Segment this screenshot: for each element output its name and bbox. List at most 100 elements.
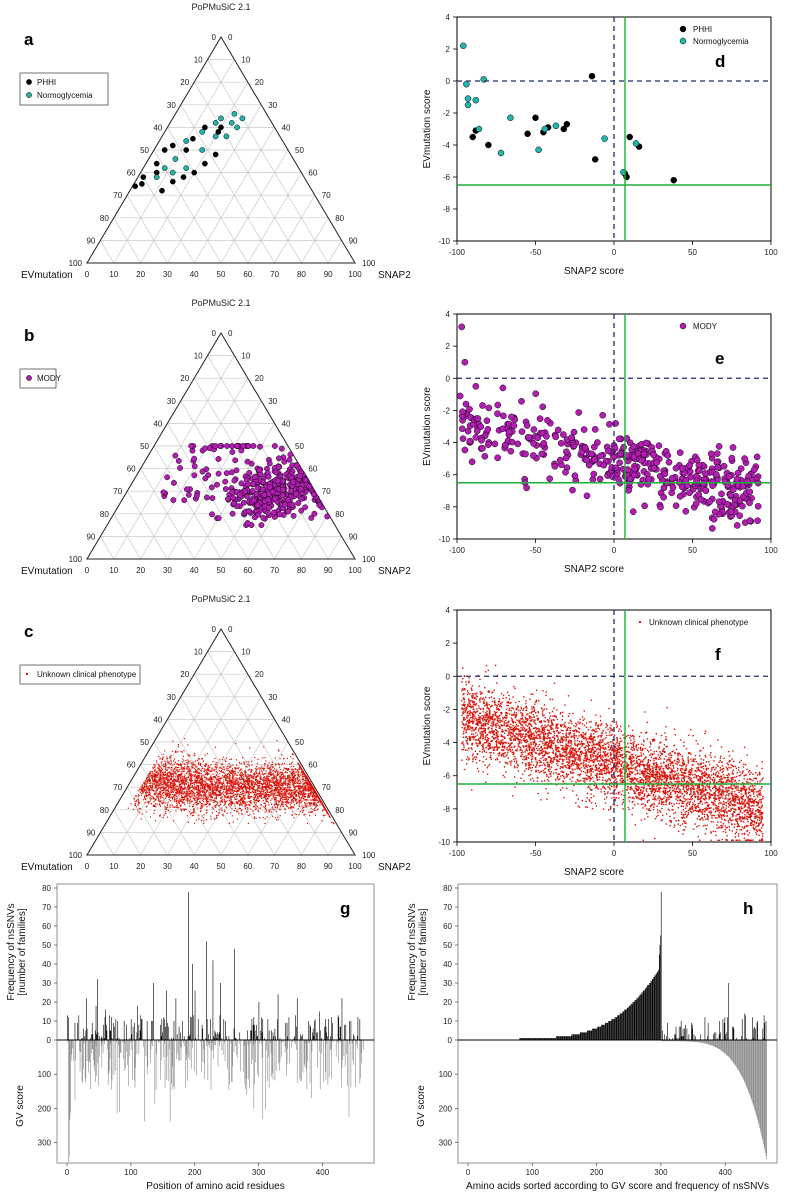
point-unknown (301, 800, 304, 802)
point-unknown (197, 781, 199, 784)
point-unknown (224, 809, 226, 811)
point-unknown (215, 761, 217, 763)
point-unknown (270, 771, 272, 774)
point-unknown (251, 764, 253, 766)
point-unknown (296, 793, 298, 796)
point-unknown (152, 767, 154, 770)
point-unknown (215, 798, 217, 800)
point-unknown (252, 810, 254, 812)
point-unknown (219, 802, 221, 804)
point-unknown (191, 795, 193, 797)
point-unknown (227, 776, 229, 778)
point-unknown (233, 789, 235, 792)
point-unknown (210, 764, 212, 766)
point-unknown (253, 786, 255, 788)
point-unknown (264, 765, 266, 767)
point-unknown (258, 787, 260, 789)
point-unknown (236, 795, 238, 797)
point-unknown (246, 801, 248, 803)
point-unknown (191, 815, 193, 817)
point-mody (324, 513, 331, 520)
point-unknown (179, 784, 181, 786)
point-unknown (262, 774, 264, 776)
point-unknown (300, 792, 302, 794)
point-unknown (158, 769, 160, 771)
point-unknown (246, 804, 248, 806)
point-unknown (292, 782, 295, 784)
point-unknown (196, 794, 198, 796)
point-unknown (184, 785, 186, 787)
point-unknown (251, 785, 253, 787)
point-unknown (163, 765, 165, 767)
point-unknown (167, 803, 169, 805)
point-unknown (179, 791, 181, 793)
point-unknown (193, 752, 195, 754)
point-unknown (207, 791, 209, 793)
point-unknown (156, 770, 158, 772)
point-unknown (219, 789, 221, 792)
point-unknown (260, 804, 262, 806)
point-unknown (216, 780, 218, 782)
point-unknown (276, 773, 278, 775)
point-unknown (254, 816, 256, 818)
point-unknown (138, 790, 140, 792)
point-unknown (181, 772, 183, 774)
point-unknown (159, 792, 161, 794)
point-unknown (160, 800, 162, 802)
point-unknown (275, 764, 277, 766)
point-unknown (234, 803, 236, 805)
point-unknown (267, 778, 269, 780)
point-unknown (246, 766, 248, 768)
point-unknown (224, 768, 226, 770)
point-unknown (142, 787, 144, 790)
point-mody (209, 495, 216, 502)
point-unknown (205, 779, 207, 781)
point-unknown (228, 792, 231, 794)
point-unknown (254, 789, 256, 791)
point-unknown (229, 774, 231, 776)
point-mody (274, 477, 281, 484)
point-unknown (164, 760, 166, 762)
point-unknown (238, 766, 240, 768)
point-unknown (191, 800, 194, 802)
point-unknown (275, 785, 278, 787)
point-unknown (303, 795, 305, 797)
point-unknown (189, 813, 191, 815)
point-unknown (247, 773, 249, 776)
point-unknown (212, 808, 214, 810)
point-unknown (179, 779, 181, 781)
point-unknown (162, 777, 165, 779)
point-unknown (212, 792, 214, 794)
point-unknown (279, 766, 281, 768)
point-unknown (154, 776, 157, 779)
point-mody (231, 500, 237, 507)
point-unknown (235, 801, 237, 803)
point-unknown (172, 820, 175, 822)
point-unknown (147, 793, 149, 795)
point-unknown (249, 775, 251, 777)
point-mody (289, 502, 296, 508)
point-unknown (281, 754, 283, 756)
point-unknown (255, 808, 257, 810)
point-unknown (284, 777, 286, 779)
point-unknown (165, 769, 167, 771)
point-unknown (198, 791, 200, 793)
point-mody (177, 465, 184, 471)
point-unknown (150, 782, 152, 784)
point-unknown (272, 793, 274, 795)
point-unknown (279, 775, 281, 777)
point-unknown (286, 786, 288, 788)
point-unknown (240, 799, 242, 801)
point-unknown (277, 788, 279, 791)
point-unknown (190, 770, 192, 772)
point-unknown (180, 767, 182, 770)
tick-label-bottom: 100 (348, 270, 362, 279)
point-unknown (299, 799, 301, 801)
point-unknown (194, 760, 196, 762)
point-normoglycemia (183, 165, 190, 171)
tick-label-bottom: 20 (136, 270, 145, 279)
point-unknown (159, 766, 161, 768)
point-unknown (150, 799, 152, 801)
tick-label-right: 80 (335, 214, 344, 223)
point-unknown (167, 775, 169, 777)
